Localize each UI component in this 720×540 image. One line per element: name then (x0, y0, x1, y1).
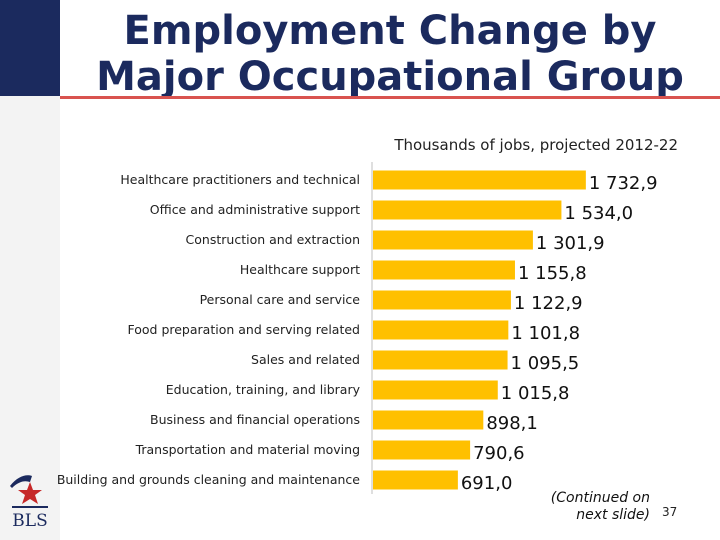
bar (373, 410, 484, 430)
page-title: Employment Change by Major Occupational … (96, 8, 684, 100)
bar (373, 200, 562, 220)
continued-note: (Continued on next slide) (550, 490, 650, 523)
data-label: 1 732,9 (589, 173, 658, 194)
category-label: Transportation and material moving (135, 442, 360, 457)
data-label: 1 301,9 (536, 233, 605, 254)
title-divider (60, 96, 720, 99)
category-label: Sales and related (251, 352, 360, 367)
category-label: Food preparation and serving related (128, 322, 361, 337)
bar (373, 350, 508, 370)
bar (373, 320, 509, 340)
data-label: 691,0 (461, 473, 513, 494)
category-label: Office and administrative support (150, 202, 360, 217)
data-label: 1 155,8 (518, 263, 587, 284)
bls-logo: BLS (10, 475, 48, 530)
logo-star-icon (18, 482, 42, 504)
data-label: 1 095,5 (511, 353, 580, 374)
category-label: Healthcare practitioners and technical (120, 172, 360, 187)
data-label: 898,1 (486, 413, 538, 434)
category-label: Business and financial operations (150, 412, 360, 427)
category-label: Personal care and service (200, 292, 361, 307)
data-label: 1 101,8 (511, 323, 580, 344)
data-label: 1 534,0 (564, 203, 633, 224)
bar (373, 470, 458, 490)
bar (373, 170, 586, 190)
data-label: 1 015,8 (501, 383, 570, 404)
bar (373, 440, 471, 460)
page-number: 37 (662, 505, 678, 519)
bar-chart: Healthcare practitioners and technical 1 … (57, 162, 658, 494)
logo-swoosh-icon (10, 475, 32, 488)
bar (373, 230, 533, 250)
category-label: Building and grounds cleaning and mainte… (57, 472, 360, 487)
data-label: 1 122,9 (514, 293, 583, 314)
data-label: 790,6 (473, 443, 525, 464)
logo-text: BLS (12, 511, 47, 530)
bar (373, 380, 498, 400)
category-label: Healthcare support (240, 262, 360, 277)
category-label: Construction and extraction (186, 232, 360, 247)
category-label: Education, training, and library (166, 382, 361, 397)
bar (373, 260, 515, 280)
chart-subtitle: Thousands of jobs, projected 2012-22 (394, 136, 678, 154)
side-band-header (0, 0, 60, 96)
bar (373, 290, 511, 310)
